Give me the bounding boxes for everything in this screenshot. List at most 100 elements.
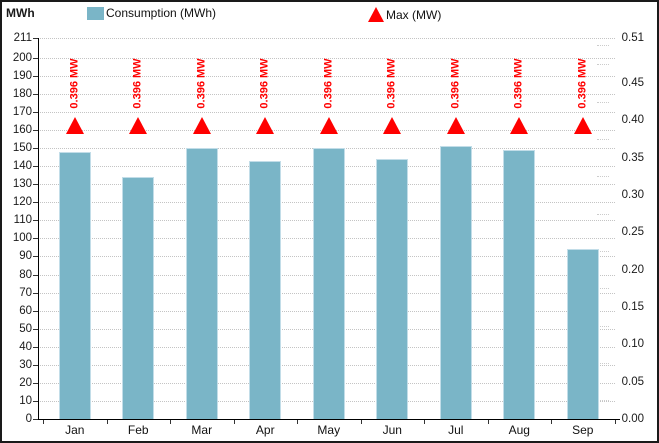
x-axis-tick: [487, 420, 489, 424]
minor-tick-stub: [597, 250, 609, 252]
y-axis-tick: [33, 184, 38, 186]
consumption-bar: [185, 148, 218, 419]
x-axis-tick: [43, 420, 44, 424]
x-axis-label: Aug: [508, 423, 530, 437]
y-axis-tick-label: 200: [12, 51, 32, 64]
y2-axis-tick-label: 0.05: [621, 375, 644, 388]
y-axis-tick-label: 0: [25, 413, 32, 425]
max-triangle-marker: [510, 117, 529, 135]
y2-axis-tick-label: 0.45: [621, 76, 644, 89]
consumption-bar: [122, 177, 155, 419]
minor-tick-stub: [597, 138, 609, 140]
consumption-bar: [249, 160, 282, 419]
y-axis-tick-label: 100: [12, 232, 32, 245]
y-axis-tick-label: 110: [13, 214, 32, 227]
y-axis-tick-label: 211: [13, 32, 32, 44]
x-axis-tick: [551, 420, 552, 424]
y-axis-tick: [33, 328, 38, 330]
y-axis-tick: [33, 256, 38, 258]
legend-consumption-label: Consumption (MWh): [106, 6, 217, 20]
minor-tick-stub: [597, 45, 609, 47]
minor-tick-stub: [597, 400, 609, 402]
max-value-label: 0.396 MW: [258, 58, 271, 109]
y2-axis-tick-label: 0.25: [621, 226, 644, 239]
y-axis-tick: [33, 130, 38, 132]
x-axis-line: [38, 419, 620, 420]
max-triangle-marker: [573, 117, 592, 135]
y-axis-tick: [33, 57, 38, 59]
minor-tick-stub: [597, 288, 609, 290]
max-value-label: 0.396 MW: [195, 58, 208, 109]
max-triangle-marker: [319, 117, 338, 135]
minor-tick-stub: [597, 325, 609, 327]
consumption-bar: [503, 149, 536, 419]
x-axis-tick: [106, 420, 108, 424]
gridline: [38, 38, 615, 39]
minor-tick-stub: [597, 213, 609, 215]
max-value-label: 0.396 MW: [385, 58, 398, 109]
max-triangle-marker: [256, 117, 275, 135]
y-axis-title: MWh: [6, 6, 35, 20]
y-axis-tick: [33, 419, 38, 420]
max-value-label: 0.396 MW: [131, 58, 144, 109]
y2-axis-tick-label: 0.10: [621, 338, 644, 351]
y-axis-tick-label: 160: [12, 124, 32, 137]
x-axis-tick: [614, 420, 616, 424]
y-axis-tick-label: 150: [12, 142, 32, 155]
minor-tick-stub: [597, 176, 609, 178]
y-axis-line: [38, 38, 39, 420]
x-axis-tick: [360, 420, 362, 424]
max-triangle-marker: [65, 117, 84, 135]
y-axis-tick-label: 50: [19, 322, 32, 335]
y2-axis-tick-label: 0.30: [621, 188, 644, 201]
x-axis-label: May: [317, 423, 341, 437]
y-axis-tick: [33, 220, 38, 222]
y-axis-tick-label: 70: [19, 286, 32, 299]
y-axis-tick-label: 30: [19, 358, 32, 371]
y-axis-tick-label: 40: [19, 340, 32, 353]
legend-max-triangle-icon: [368, 7, 384, 22]
y-axis-tick-label: 90: [19, 250, 32, 263]
y-axis-tick-label: 80: [19, 268, 32, 281]
legend-consumption-swatch-icon: [87, 7, 104, 20]
minor-tick-stub: [597, 362, 609, 364]
y-axis-tick: [33, 38, 38, 39]
consumption-bar: [312, 148, 345, 419]
y-axis-tick-label: 130: [12, 178, 32, 191]
y-axis-tick-label: 20: [19, 376, 32, 389]
minor-tick-stub: [597, 101, 609, 103]
y-axis-tick: [33, 202, 38, 204]
y-axis-tick-label: 10: [19, 394, 32, 407]
y-axis-tick-label: 120: [12, 196, 32, 209]
x-axis-tick: [233, 420, 235, 424]
y-axis-tick: [33, 148, 38, 150]
x-axis-tick: [424, 420, 425, 424]
x-axis-tick: [297, 420, 298, 424]
x-axis-label: Apr: [255, 423, 275, 437]
consumption-bar: [376, 158, 409, 419]
x-axis-label: Jun: [382, 423, 402, 437]
x-axis-label: Jan: [65, 423, 85, 437]
gridline: [38, 75, 615, 77]
y-axis-tick: [33, 75, 38, 77]
y-axis-tick: [33, 382, 38, 384]
y-axis-tick: [33, 112, 38, 114]
y-axis-tick: [33, 93, 38, 95]
y-axis-tick-label: 170: [12, 106, 32, 119]
y2-axis-tick-label: 0.35: [621, 151, 644, 164]
legend-max-label: Max (MW): [386, 8, 442, 22]
x-axis-label: Mar: [191, 423, 213, 437]
max-triangle-marker: [192, 117, 211, 135]
consumption-bar: [566, 249, 599, 419]
y-axis-tick-label: 140: [12, 160, 32, 173]
x-axis-tick: [170, 420, 171, 424]
y-axis-tick: [33, 166, 38, 168]
y-axis-tick: [33, 346, 38, 348]
y2-axis-tick-label: 0.51: [621, 32, 644, 44]
max-triangle-marker: [446, 117, 465, 135]
y-axis-tick-label: 190: [12, 69, 32, 82]
minor-tick-stub: [597, 64, 609, 66]
x-axis-label: Jul: [448, 423, 464, 437]
